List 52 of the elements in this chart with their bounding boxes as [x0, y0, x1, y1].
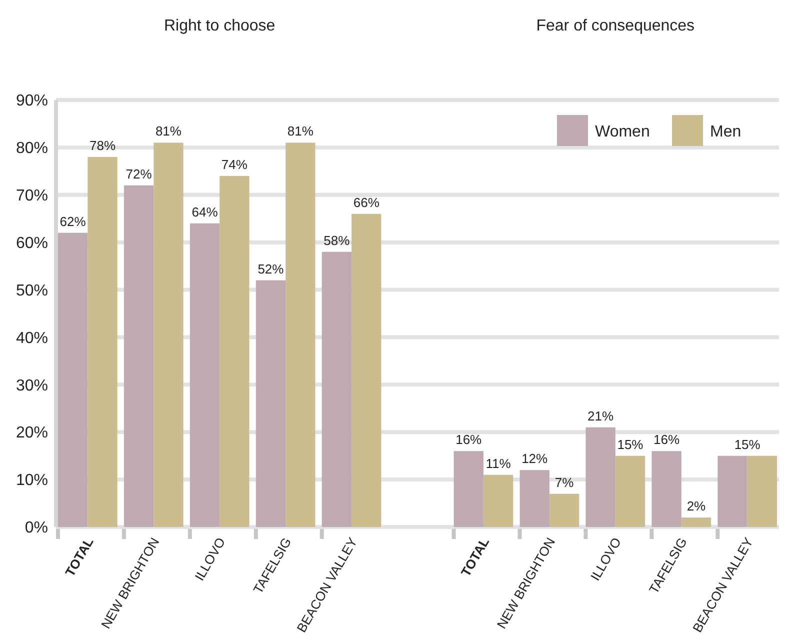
- text: Fear of consequences: [536, 18, 695, 35]
- bar: [286, 142, 316, 527]
- bar: [652, 451, 682, 527]
- bar: [747, 456, 778, 527]
- data-label: 52%: [258, 261, 284, 276]
- data-label: 16%: [456, 432, 482, 448]
- y-tick-label: 70%: [16, 187, 48, 204]
- data-label: 81%: [155, 124, 182, 139]
- y-tick-label: 30%: [16, 377, 48, 394]
- bar: [454, 451, 484, 527]
- data-label: 15%: [617, 436, 644, 452]
- legend-label: Women: [595, 124, 650, 141]
- data-label: 62%: [60, 214, 86, 229]
- data-label: 58%: [324, 232, 350, 248]
- y-tick-label: 40%: [16, 330, 48, 347]
- data-label: 74%: [221, 156, 248, 172]
- bar: [220, 176, 250, 527]
- y-tick-label: 10%: [16, 472, 48, 490]
- data-label: 21%: [588, 408, 614, 424]
- bar: [124, 185, 154, 527]
- bar: [615, 456, 646, 527]
- y-tick-label: 60%: [16, 234, 48, 252]
- bar: [718, 456, 748, 527]
- bar: [190, 223, 220, 527]
- y-tick-label: 20%: [16, 424, 48, 442]
- data-label: 72%: [126, 166, 152, 182]
- legend-label: Men: [710, 124, 742, 141]
- bar: [352, 214, 382, 527]
- data-label: 78%: [89, 138, 116, 153]
- bar: [88, 156, 118, 527]
- bar: [322, 252, 352, 527]
- data-label: 16%: [654, 432, 680, 448]
- bar: [483, 474, 514, 527]
- data-label: 2%: [686, 498, 706, 514]
- bar: [520, 470, 550, 527]
- bar: [154, 142, 184, 527]
- y-tick-label: 0%: [24, 520, 48, 537]
- data-label: 66%: [353, 194, 380, 210]
- y-tick-label: 90%: [16, 92, 48, 110]
- y-tick-label: 80%: [16, 140, 48, 158]
- bar: [549, 494, 580, 527]
- bar: [681, 518, 712, 527]
- bar: [586, 427, 616, 527]
- data-label: 64%: [192, 204, 218, 220]
- data-label: 11%: [486, 456, 512, 471]
- data-label: 81%: [287, 124, 314, 139]
- y-tick-label: 50%: [16, 282, 48, 300]
- text: Right to choose: [164, 18, 276, 35]
- data-label: 7%: [554, 474, 574, 490]
- data-label: 12%: [522, 451, 548, 466]
- bar: [256, 280, 286, 527]
- data-label: 15%: [734, 436, 761, 452]
